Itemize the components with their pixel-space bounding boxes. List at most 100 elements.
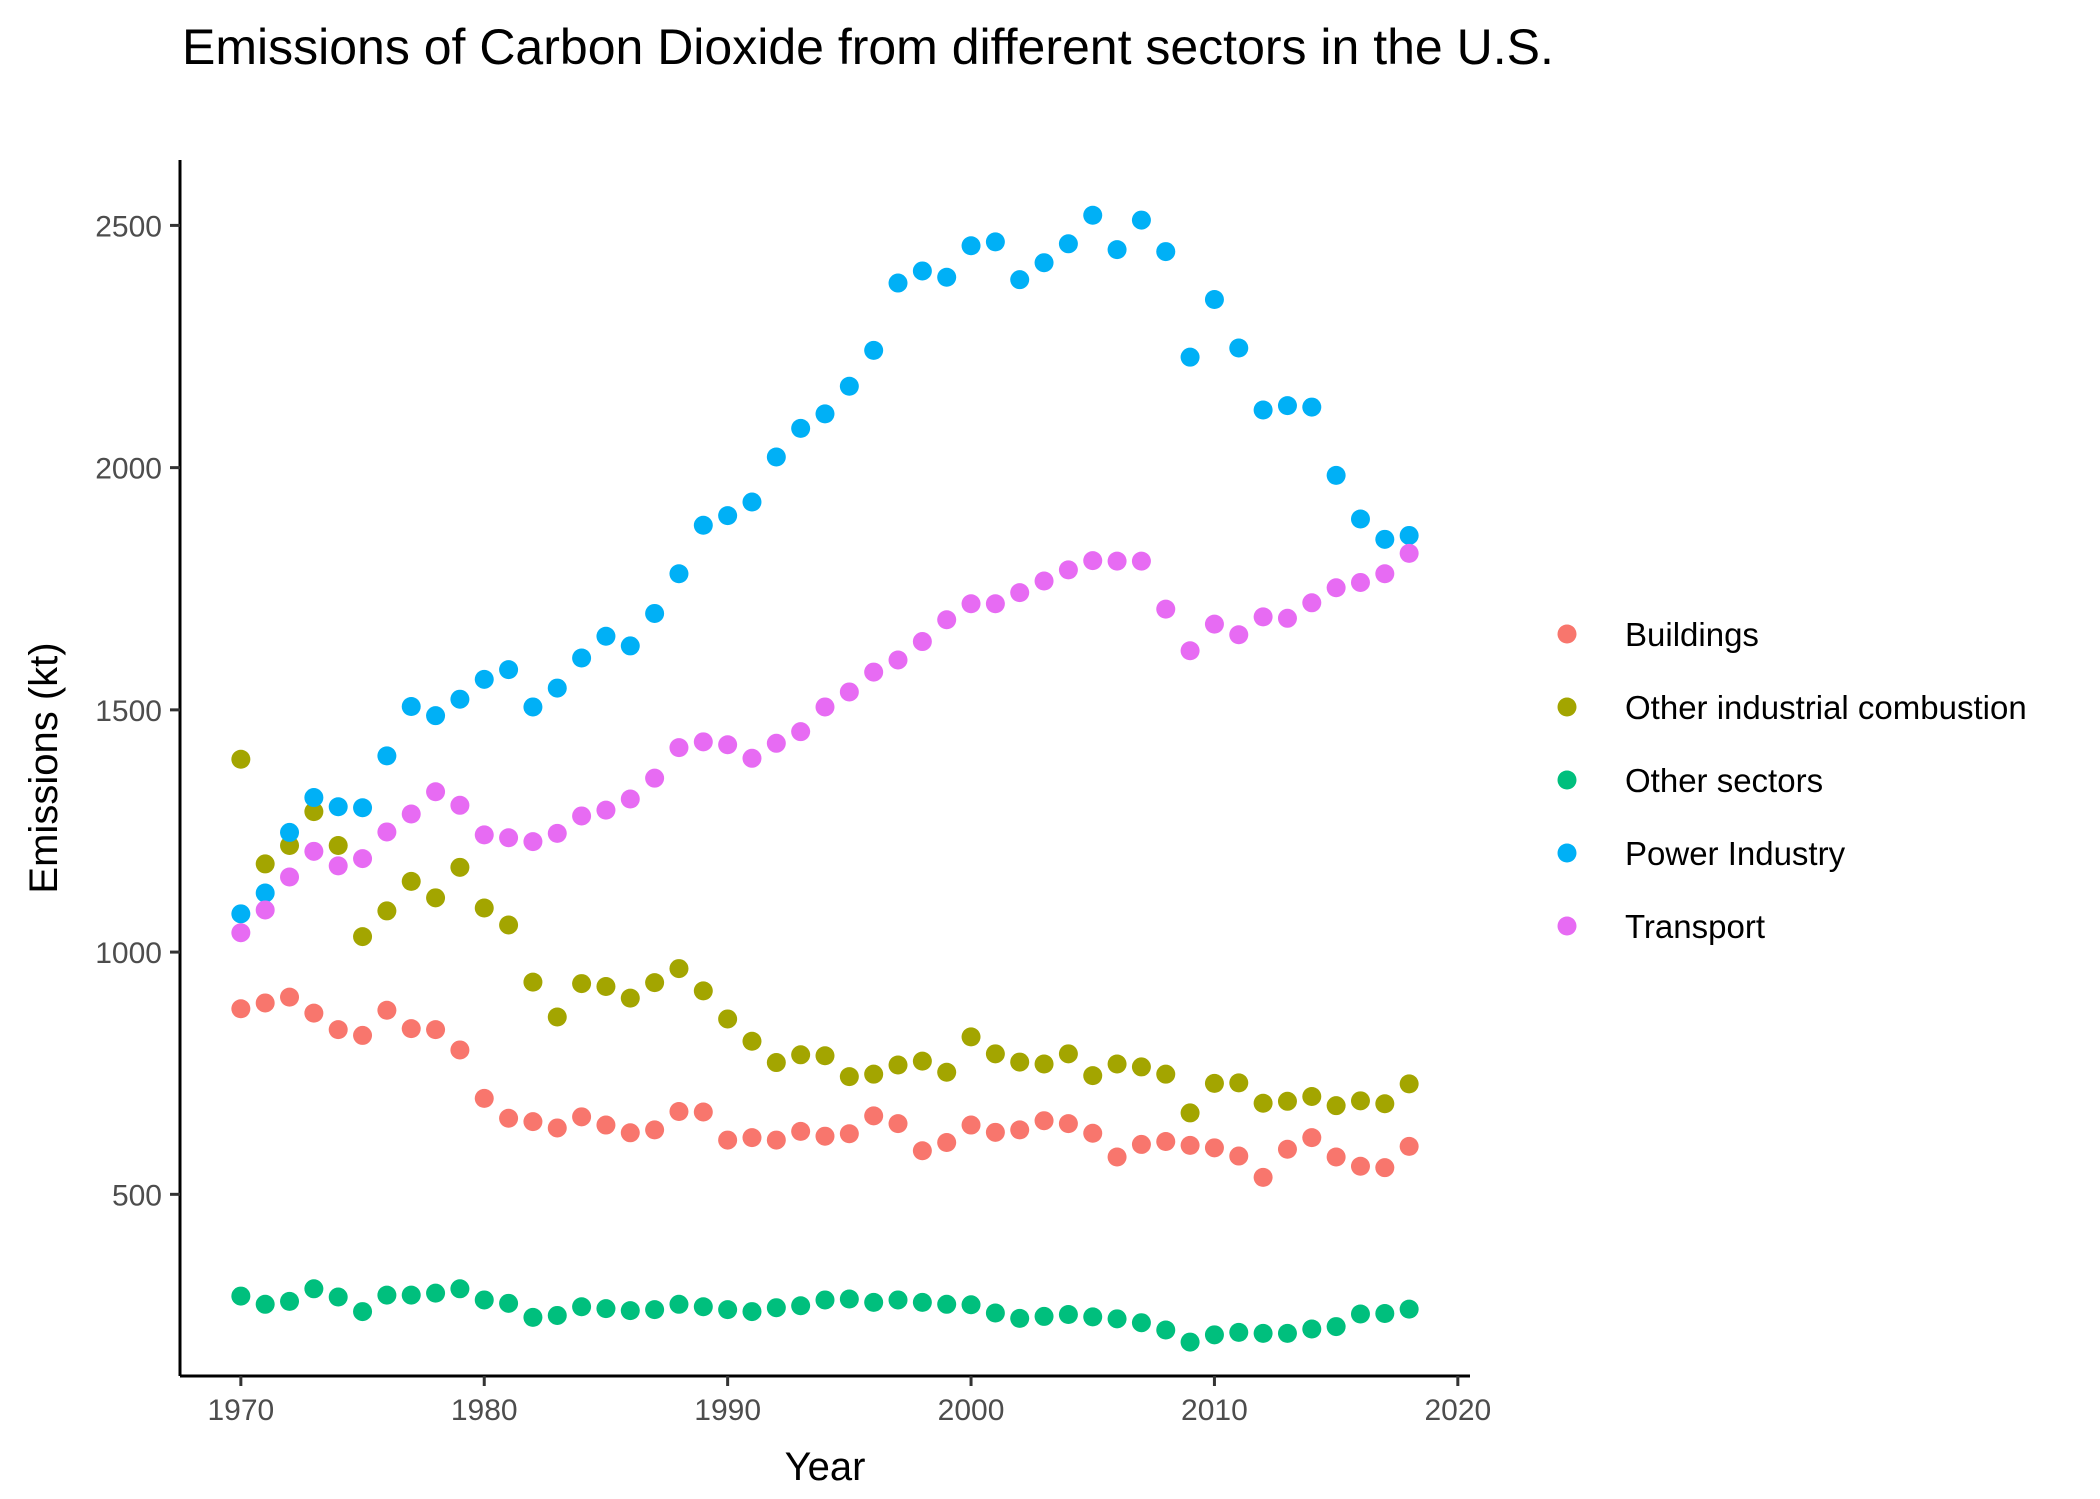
data-point	[693, 732, 713, 752]
data-point	[791, 722, 811, 742]
data-point	[1229, 1322, 1249, 1342]
legend-label: Other sectors	[1625, 762, 1823, 799]
data-point	[499, 828, 519, 848]
data-point	[961, 1295, 981, 1315]
legend-label: Buildings	[1625, 616, 1759, 653]
x-ticks: 1970 1980 1990 2000 2010 2020	[207, 1376, 1491, 1427]
legend: Buildings Other industrial combustion Othe…	[1557, 616, 2027, 945]
data-point	[1107, 1147, 1127, 1167]
data-point	[255, 854, 275, 874]
y-axis-title: Emissions (kt)	[22, 642, 66, 893]
data-point	[1399, 1074, 1419, 1094]
data-point	[377, 746, 397, 766]
data-point	[742, 1031, 762, 1051]
data-point	[401, 1285, 421, 1305]
data-point	[523, 1307, 543, 1327]
data-point	[328, 1020, 348, 1040]
data-point	[1058, 234, 1078, 254]
x-tick-label: 1970	[207, 1394, 274, 1427]
data-point	[742, 1302, 762, 1322]
data-point	[937, 267, 957, 287]
data-point	[450, 795, 470, 815]
data-point	[1326, 1147, 1346, 1167]
data-point	[304, 1279, 324, 1299]
data-point	[1277, 608, 1297, 628]
data-point	[231, 923, 251, 943]
data-point	[1253, 400, 1273, 420]
data-point	[718, 735, 738, 755]
data-point	[572, 1297, 592, 1317]
data-point	[937, 1062, 957, 1082]
data-point	[888, 1055, 908, 1075]
data-point	[596, 976, 616, 996]
data-point	[401, 1019, 421, 1039]
data-point	[255, 900, 275, 920]
data-point	[547, 823, 567, 843]
data-point	[718, 1300, 738, 1320]
data-point	[718, 1009, 738, 1029]
data-point	[1131, 1057, 1151, 1077]
legend-label: Power Industry	[1625, 835, 1846, 872]
series-buildings	[231, 987, 1419, 1187]
data-point	[304, 1003, 324, 1023]
data-point	[961, 236, 981, 256]
data-point	[1180, 641, 1200, 661]
data-point	[620, 789, 640, 809]
data-point	[669, 1294, 689, 1314]
data-point	[1156, 1064, 1176, 1084]
data-point	[1058, 1304, 1078, 1324]
y-tick-label: 1500	[95, 695, 162, 728]
data-point	[1131, 1313, 1151, 1333]
x-tick-label: 1990	[694, 1394, 761, 1427]
data-point	[669, 1101, 689, 1121]
data-point	[1156, 1320, 1176, 1340]
data-point	[718, 506, 738, 526]
data-point	[255, 883, 275, 903]
data-point	[304, 788, 324, 808]
data-point	[839, 1289, 859, 1309]
data-point	[353, 849, 373, 869]
data-point	[280, 987, 300, 1007]
data-point	[328, 797, 348, 817]
data-point	[742, 1128, 762, 1148]
data-point	[426, 706, 446, 726]
data-point	[1350, 572, 1370, 592]
data-point	[523, 697, 543, 717]
data-point	[426, 782, 446, 802]
data-point	[1083, 205, 1103, 225]
data-point	[1204, 290, 1224, 310]
data-point	[1107, 1054, 1127, 1074]
data-point	[620, 1301, 640, 1321]
data-point	[693, 1102, 713, 1122]
data-point	[839, 682, 859, 702]
data-point	[888, 1114, 908, 1134]
series-other-sectors	[231, 1279, 1419, 1352]
data-point	[231, 749, 251, 769]
data-point	[645, 1120, 665, 1140]
data-point	[1131, 1134, 1151, 1154]
data-point	[450, 857, 470, 877]
data-point	[1107, 240, 1127, 260]
data-point	[693, 1297, 713, 1317]
data-point	[328, 836, 348, 856]
data-point	[572, 974, 592, 994]
data-point	[572, 806, 592, 826]
data-point	[864, 1064, 884, 1084]
data-point	[1302, 593, 1322, 613]
data-point	[401, 696, 421, 716]
data-point	[1180, 347, 1200, 367]
data-point	[985, 594, 1005, 614]
data-point	[815, 404, 835, 424]
data-point	[864, 340, 884, 360]
legend-key	[1557, 843, 1577, 863]
data-point	[231, 999, 251, 1019]
data-point	[596, 800, 616, 820]
data-point	[1083, 1307, 1103, 1327]
data-point	[766, 1298, 786, 1318]
data-point	[474, 669, 494, 689]
data-point	[1010, 270, 1030, 290]
x-axis-title: Year	[785, 1445, 866, 1489]
data-point	[1326, 578, 1346, 598]
data-point	[450, 689, 470, 709]
